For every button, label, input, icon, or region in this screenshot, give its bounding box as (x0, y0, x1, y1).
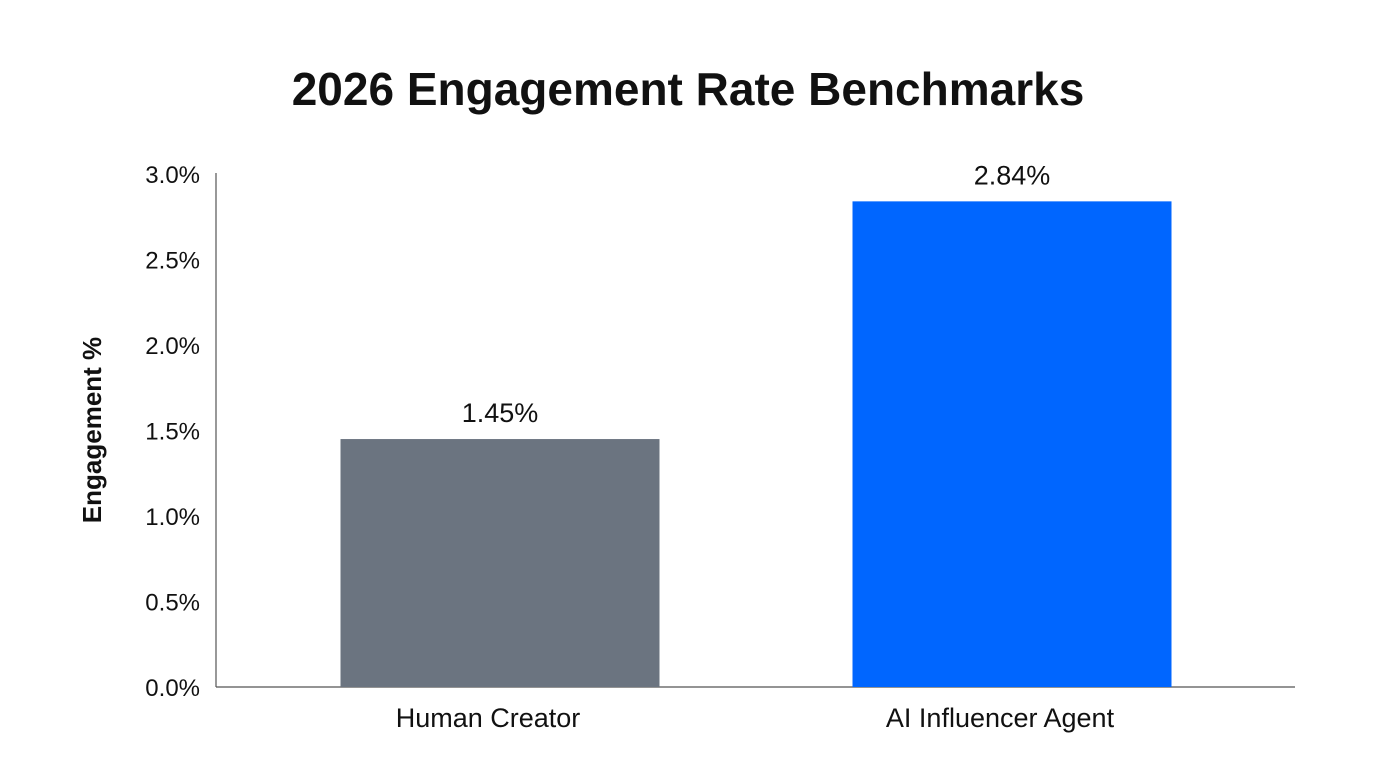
bar (340, 439, 660, 687)
y-axis-label: Engagement % (77, 337, 107, 523)
y-tick-label: 2.0% (145, 333, 200, 360)
y-tick-label: 3.0% (145, 162, 200, 189)
y-tick-label: 2.5% (145, 248, 200, 275)
y-tick-label: 0.5% (145, 590, 200, 617)
data-label: 2.84% (974, 160, 1051, 190)
bar (852, 201, 1172, 688)
data-label: 1.45% (462, 398, 539, 428)
chart-title: 2026 Engagement Rate Benchmarks (292, 63, 1085, 115)
x-tick-label: AI Influencer Agent (886, 703, 1115, 733)
y-tick-label: 0.0% (145, 675, 200, 702)
y-tick-label: 1.0% (145, 504, 200, 531)
x-tick-label: Human Creator (396, 703, 581, 733)
y-tick-label: 1.5% (145, 419, 200, 446)
